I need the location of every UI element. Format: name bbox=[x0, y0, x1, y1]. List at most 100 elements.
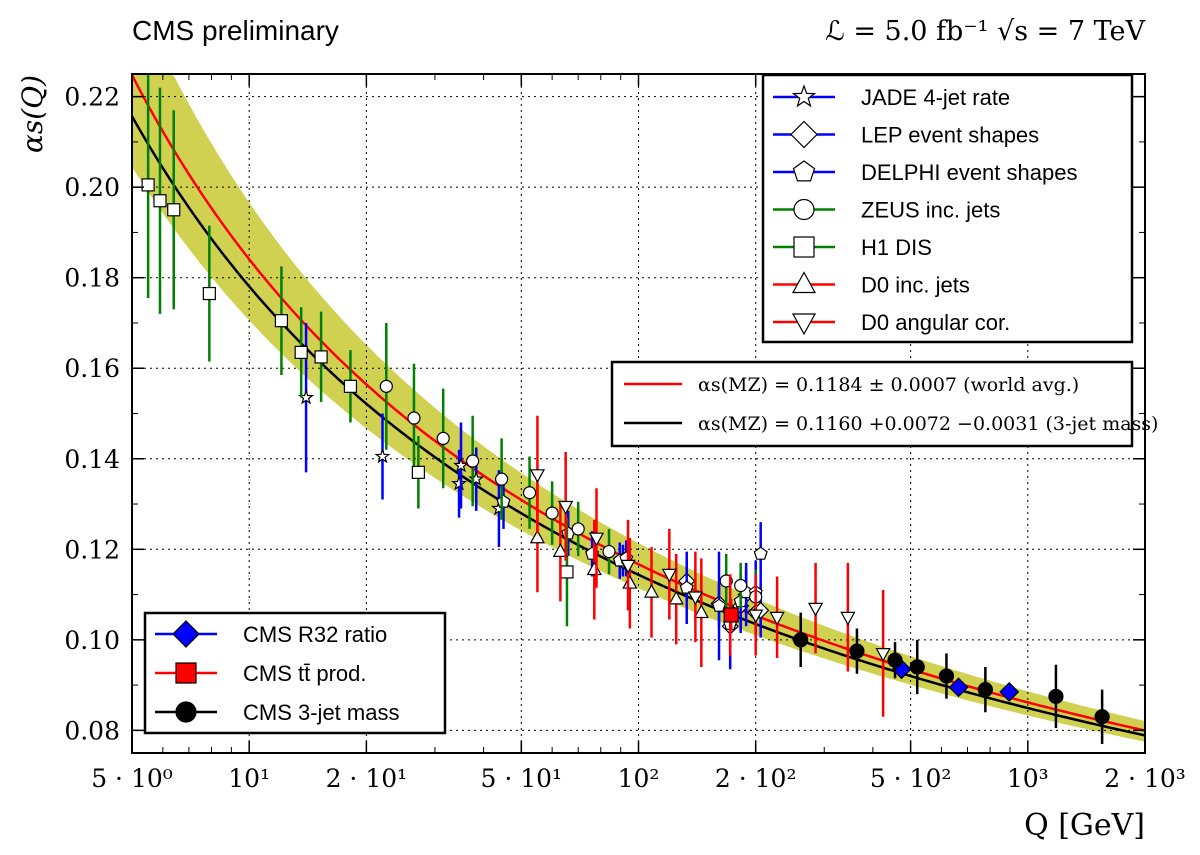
d0-angular-cor-point bbox=[661, 528, 677, 620]
jade-4-jet-rate-marker bbox=[451, 475, 467, 491]
legend-label: CMS R32 ratio bbox=[243, 622, 387, 647]
cms-3-jet-mass-point bbox=[793, 612, 809, 667]
d0-angular-cor-marker bbox=[807, 602, 824, 617]
legend-box bbox=[610, 360, 1134, 448]
d0-angular-cor-marker bbox=[687, 591, 704, 606]
y-tick-label: 0.08 bbox=[64, 716, 120, 745]
h1-dis-point bbox=[202, 225, 216, 362]
d0-inc-jets-marker bbox=[643, 583, 660, 598]
h1-dis-point bbox=[314, 311, 328, 403]
jade-4-jet-rate-marker bbox=[453, 457, 469, 473]
delphi-event-shapes-marker bbox=[496, 494, 511, 508]
chart-title: CMS preliminary bbox=[132, 15, 339, 46]
d0-angular-cor-marker bbox=[558, 500, 574, 515]
h1-dis-marker bbox=[560, 565, 574, 579]
d0-angular-cor-point bbox=[588, 488, 605, 588]
delphi-event-shapes-point bbox=[679, 551, 694, 624]
cms-3-jet-mass-point bbox=[1048, 664, 1064, 729]
h1-dis-point bbox=[560, 517, 574, 627]
cms-r32-ratio-marker bbox=[948, 677, 969, 698]
zeus-inc-jets-point bbox=[495, 438, 509, 520]
d0-inc-jets-point bbox=[622, 537, 638, 629]
delphi-event-shapes-point bbox=[711, 551, 727, 661]
h1-dis-point bbox=[294, 307, 308, 398]
x-tick-label: 10¹ bbox=[228, 764, 270, 793]
cms-3-jet-mass-marker bbox=[1048, 688, 1064, 705]
zeus-inc-jets-marker bbox=[379, 379, 393, 393]
x-tick-label: 2 · 10² bbox=[715, 764, 797, 793]
h1-dis-point bbox=[141, 74, 155, 299]
h1-dis-point bbox=[343, 350, 358, 423]
h1-dis-marker bbox=[202, 286, 216, 301]
zeus-inc-jets-marker bbox=[734, 578, 748, 593]
d0-angular-cor-point bbox=[875, 590, 891, 717]
delphi-event-shapes-point bbox=[753, 522, 768, 586]
d0-angular-cor-marker bbox=[588, 532, 605, 547]
zeus-inc-jets-marker bbox=[436, 431, 450, 445]
cms-3-jet-mass-point bbox=[1094, 689, 1110, 744]
h1-dis-point bbox=[274, 266, 289, 376]
cms-3-jet-mass-point bbox=[977, 666, 993, 713]
cms-3-jet-mass-marker bbox=[849, 643, 865, 659]
jade-4-jet-rate-marker bbox=[374, 448, 391, 464]
zeus-inc-jets-marker bbox=[466, 454, 480, 468]
cms-3-jet-mass-marker bbox=[977, 682, 993, 698]
d0-angular-cor-point bbox=[620, 519, 636, 611]
data-points bbox=[141, 74, 1110, 744]
d0-angular-cor-marker bbox=[529, 469, 546, 484]
d0-angular-cor-legend-marker bbox=[791, 313, 817, 336]
x-tick-label: 5 · 10² bbox=[870, 764, 952, 793]
cms-3-jet-mass-point bbox=[887, 642, 903, 679]
cms-3-jet-mass-marker bbox=[1094, 709, 1110, 725]
cms-r32-ratio-marker bbox=[999, 681, 1020, 702]
d0-angular-cor-point bbox=[769, 576, 785, 658]
zeus-inc-jets-point bbox=[436, 388, 450, 489]
d0-angular-cor-marker bbox=[620, 559, 636, 574]
y-axis-label: αs(Q) bbox=[16, 75, 49, 153]
zeus-inc-jets-point bbox=[522, 456, 537, 529]
h1-dis-legend-marker bbox=[793, 236, 815, 258]
d0-angular-cor-point bbox=[840, 562, 856, 672]
d0-angular-cor-marker bbox=[661, 568, 677, 583]
y-tick-label: 0.18 bbox=[64, 264, 120, 293]
d0-angular-cor-point bbox=[558, 451, 574, 561]
delphi-event-shapes-marker bbox=[679, 580, 694, 594]
zeus-inc-jets-point bbox=[466, 415, 480, 507]
y-tick-label: 0.14 bbox=[64, 445, 120, 474]
cms-3-jet-mass-marker bbox=[909, 659, 925, 675]
zeus-inc-jets-legend-marker bbox=[793, 198, 815, 221]
zeus-inc-jets-point bbox=[545, 481, 559, 545]
x-axis-label: Q [GeV] bbox=[1024, 808, 1145, 843]
zeus-inc-jets-marker bbox=[545, 506, 559, 520]
cms-tt-prod-point bbox=[723, 599, 739, 631]
zeus-inc-jets-point bbox=[379, 322, 393, 450]
y-tick-label: 0.10 bbox=[64, 626, 120, 655]
x-tick-label: 2 · 10¹ bbox=[326, 764, 408, 793]
x-tick-label: 10³ bbox=[1007, 764, 1049, 793]
d0-inc-jets-point bbox=[552, 501, 568, 602]
h1-dis-point bbox=[411, 436, 425, 509]
jade-4-jet-rate-point bbox=[374, 413, 391, 500]
cms-3-jet-mass-point bbox=[909, 639, 925, 695]
y-tick-label: 0.16 bbox=[64, 354, 120, 383]
delphi-event-shapes-marker bbox=[711, 598, 727, 612]
zeus-inc-jets-marker bbox=[571, 522, 585, 536]
d0-angular-cor-point bbox=[687, 551, 704, 643]
y-tick-label: 0.12 bbox=[64, 535, 120, 564]
cms-3-jet-mass-point bbox=[849, 628, 865, 674]
zeus-inc-jets-marker bbox=[602, 544, 616, 559]
cms-3-jet-mass-legend-marker bbox=[175, 701, 197, 723]
d0-inc-jets-marker bbox=[622, 574, 638, 589]
d0-inc-jets-legend-marker bbox=[791, 271, 817, 294]
legend-label: CMS 3-jet mass bbox=[243, 700, 399, 725]
h1-dis-marker bbox=[167, 203, 181, 217]
legend-label: ZEUS inc. jets bbox=[861, 198, 1000, 223]
zeus-inc-jets-point bbox=[407, 363, 421, 473]
h1-dis-marker bbox=[343, 379, 358, 393]
lep-event-shapes-legend-marker bbox=[790, 120, 818, 149]
cms-3-jet-mass-point bbox=[938, 653, 955, 699]
d0-inc-jets-marker bbox=[693, 604, 709, 619]
d0-angular-cor-marker bbox=[748, 609, 764, 624]
h1-dis-point bbox=[153, 87, 167, 314]
delphi-event-shapes-legend-marker bbox=[792, 160, 816, 182]
